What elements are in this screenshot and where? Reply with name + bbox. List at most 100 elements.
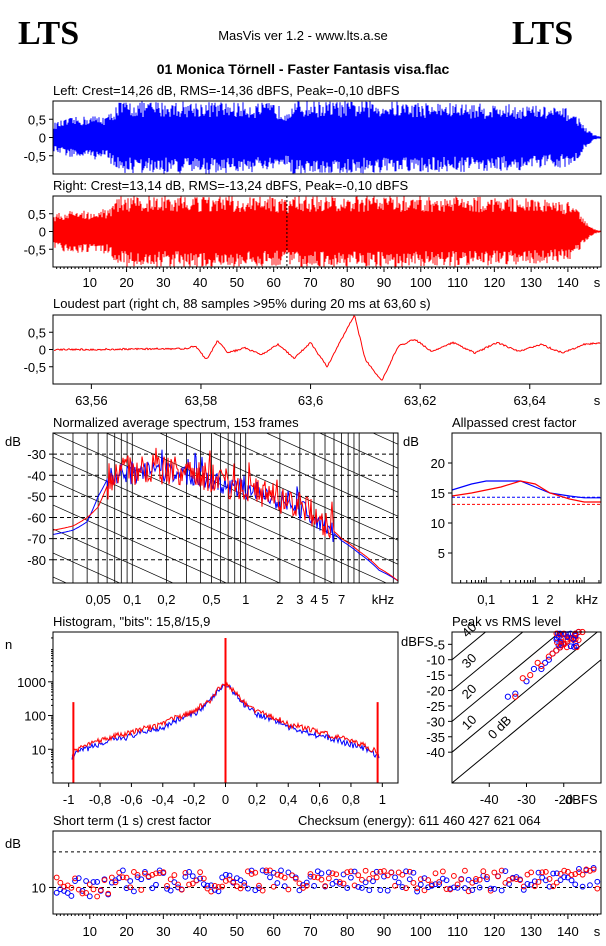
crest-point-left bbox=[535, 869, 542, 876]
crest-point-right bbox=[256, 882, 262, 889]
histogram-xtick-label: 1 bbox=[379, 792, 386, 807]
crest-point-right bbox=[509, 875, 516, 882]
allpassed-ylabel: dB bbox=[403, 434, 419, 449]
peak-rms-ytick-label: -20 bbox=[426, 684, 445, 699]
spectrum-diagonal bbox=[53, 528, 174, 583]
crest-point-left bbox=[594, 878, 601, 885]
crest-point-left bbox=[226, 872, 233, 879]
time-xtick-label: 70 bbox=[303, 275, 317, 290]
crest-point-left bbox=[410, 869, 417, 876]
peak-rms-point-right bbox=[538, 662, 545, 669]
crest-point-right bbox=[561, 867, 568, 874]
peak-rms-ylabel: dBFS bbox=[401, 634, 434, 649]
histogram-ytick-label: 100 bbox=[24, 709, 46, 724]
crest-point-right bbox=[311, 874, 318, 880]
right-waveform-signal bbox=[53, 196, 601, 267]
loudest-xtick-label: 63,64 bbox=[513, 393, 546, 408]
spectrum-diagonal bbox=[212, 433, 398, 517]
spectrum-xtick-label: 0,2 bbox=[157, 592, 175, 607]
crest-point-left bbox=[576, 866, 582, 872]
time-xtick-label: 130 bbox=[520, 275, 542, 290]
allpassed-xtick-label: 2 bbox=[546, 592, 553, 607]
left-waveform-title: Left: Crest=14,26 dB, RMS=-14,36 dBFS, P… bbox=[53, 83, 400, 98]
peak-rms-cluster-point bbox=[572, 630, 579, 637]
peak-rms-point-left bbox=[538, 665, 545, 673]
crest-frame bbox=[52, 830, 602, 915]
peak-rms-diagonal bbox=[452, 632, 487, 661]
peak-rms-cluster-point bbox=[564, 634, 571, 640]
peak-rms-cluster-point bbox=[557, 630, 564, 637]
time-xtick-label: 10 bbox=[83, 275, 97, 290]
crest-point-left bbox=[197, 875, 204, 882]
allpassed-ytick-label: 15 bbox=[431, 486, 445, 501]
spectrum-ytick-label: -80 bbox=[27, 553, 46, 568]
crest-point-right bbox=[436, 879, 443, 885]
crest-point-left bbox=[274, 880, 281, 886]
spectrum-xtick-label: 4 bbox=[310, 592, 317, 607]
crest-point-left bbox=[167, 887, 174, 894]
crest-point-right bbox=[153, 870, 159, 877]
peak-rms-cluster-point bbox=[563, 644, 570, 651]
crest-point-right bbox=[392, 882, 398, 889]
peak-rms-cluster-point bbox=[560, 630, 566, 637]
crest-point-left bbox=[348, 874, 354, 881]
spectrum-ylabel: dB bbox=[5, 434, 21, 449]
crest-point-right bbox=[502, 879, 509, 886]
peak-rms-ytick-label: -25 bbox=[426, 699, 445, 714]
peak-rms-point-left bbox=[512, 690, 519, 697]
loudest-ytick-label: 0 bbox=[39, 343, 46, 358]
loudest-xunit: s bbox=[594, 393, 601, 408]
crest-point-right bbox=[564, 868, 571, 875]
crest-point-left bbox=[336, 880, 343, 887]
crest-point-right bbox=[175, 881, 181, 888]
crest-point-left bbox=[572, 881, 579, 888]
crest-point-right bbox=[498, 867, 505, 874]
peak-rms-point-left bbox=[523, 678, 530, 685]
peak-rms-diagonal bbox=[452, 632, 524, 691]
spectrum-title: Normalized average spectrum, 153 frames bbox=[53, 415, 299, 430]
histogram-xtick-label: -0,4 bbox=[152, 792, 174, 807]
time-xtick-label: 30 bbox=[156, 275, 170, 290]
spectrum-xtick-label: 1 bbox=[242, 592, 249, 607]
crest-point-right bbox=[336, 879, 343, 885]
time-xtick-label: 50 bbox=[230, 275, 244, 290]
crest-point-right bbox=[112, 879, 119, 886]
loudest-xtick-label: 63,56 bbox=[75, 393, 108, 408]
spectrum-diagonal bbox=[265, 433, 398, 493]
crest-point-right bbox=[465, 888, 472, 895]
spectrum-xtick-label: 5 bbox=[321, 592, 328, 607]
peak-rms-xtick-label: -20 bbox=[554, 792, 573, 807]
crest-point-right bbox=[156, 870, 163, 876]
crest-point-left bbox=[344, 885, 351, 891]
histogram-xtick-label: 0,6 bbox=[311, 792, 329, 807]
histogram-xtick-label: -0,2 bbox=[183, 792, 205, 807]
crest-point-left bbox=[204, 882, 211, 889]
peak-rms-diagonal-label: 0 dB bbox=[485, 712, 515, 742]
crest-point-left bbox=[86, 893, 93, 900]
crest-point-right bbox=[348, 868, 354, 875]
loudest-ytick-label: 0,5 bbox=[28, 325, 46, 340]
crest-point-right bbox=[303, 882, 310, 889]
crest-point-left bbox=[241, 879, 248, 886]
crest-point-right bbox=[377, 868, 384, 875]
crest-point-left bbox=[362, 879, 369, 886]
crest-point-right bbox=[568, 872, 575, 878]
crest-point-left bbox=[425, 884, 432, 891]
crest-point-left bbox=[469, 887, 476, 894]
crest-point-right bbox=[237, 885, 244, 892]
spectrum-xtick-label: 7 bbox=[338, 592, 345, 607]
peak-rms-frame bbox=[451, 631, 602, 784]
crest-point-left bbox=[245, 885, 251, 892]
allpassed-series-right bbox=[451, 480, 601, 503]
crest-point-right bbox=[178, 886, 185, 893]
crest-point-right bbox=[414, 885, 421, 892]
peak-rms-cluster-point bbox=[554, 639, 560, 646]
crest-xtick-label: 110 bbox=[447, 924, 468, 939]
right-waveform-title: Right: Crest=13,14 dB, RMS=-13,24 dBFS, … bbox=[53, 178, 408, 193]
crest-point-left bbox=[553, 870, 560, 877]
crest-point-left bbox=[149, 885, 156, 892]
left-waveform-ytick-label: 0,5 bbox=[28, 112, 46, 127]
crest-point-left bbox=[303, 879, 310, 886]
time-xtick-label: 110 bbox=[447, 275, 468, 290]
crest-point-right bbox=[182, 869, 189, 876]
